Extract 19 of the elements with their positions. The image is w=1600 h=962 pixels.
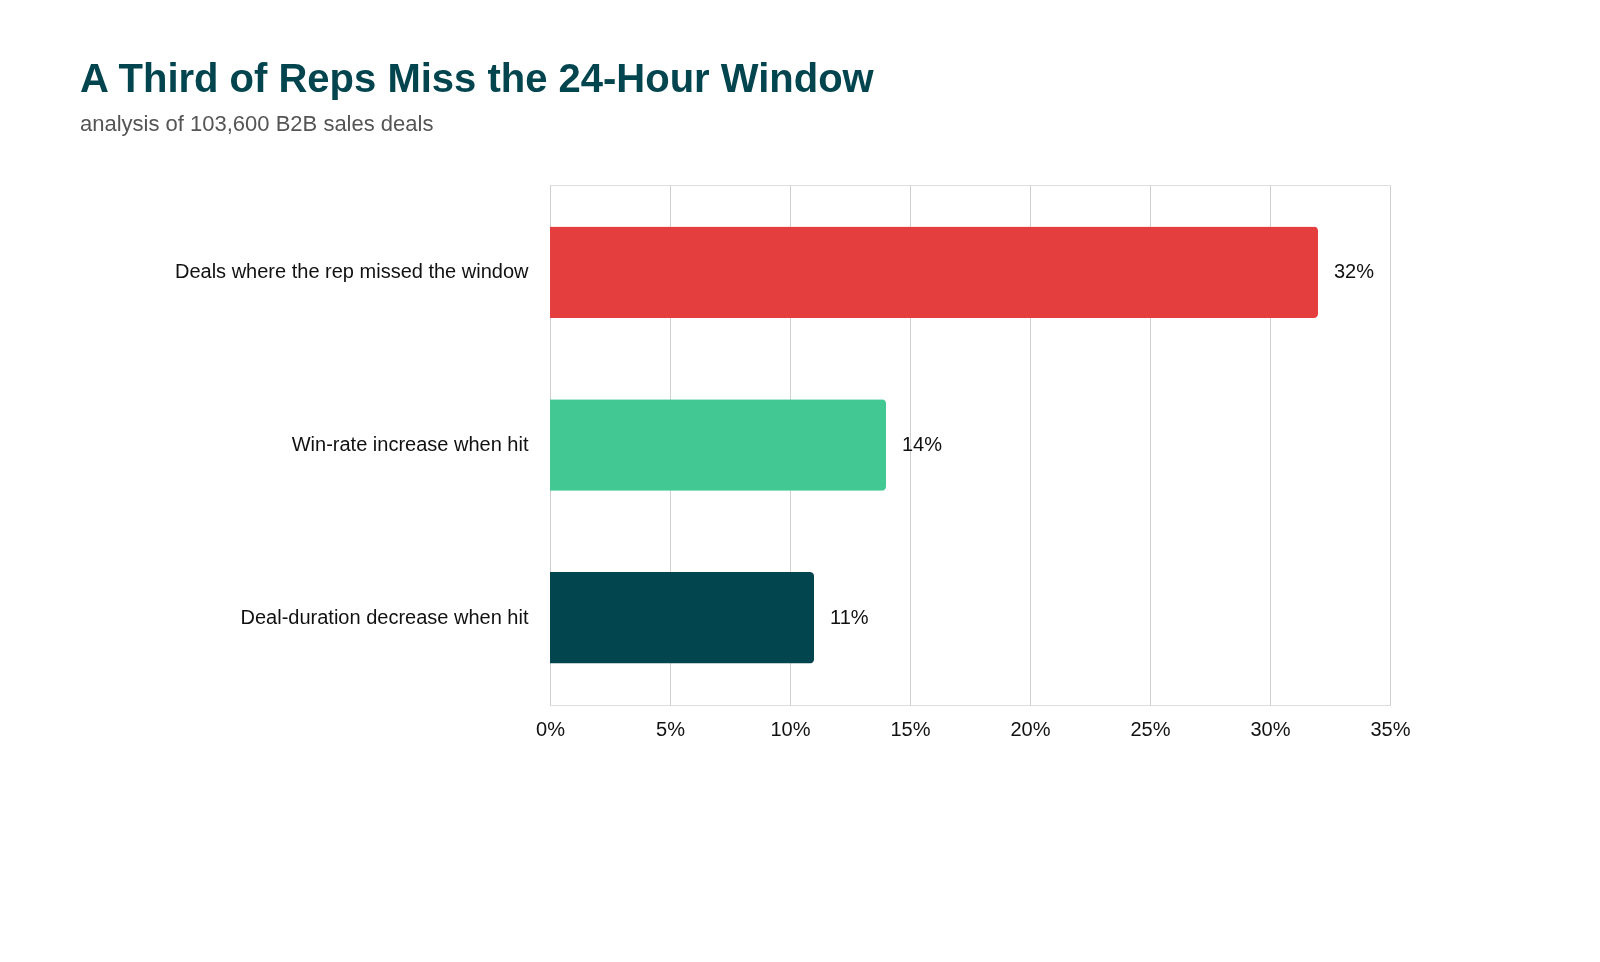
x-tick-label: 20% <box>1010 717 1051 740</box>
x-tick-label: 30% <box>1250 717 1291 740</box>
data-label: 11% <box>830 605 869 628</box>
x-tick-label: 5% <box>656 717 686 740</box>
x-tick-label: 35% <box>1370 717 1411 740</box>
x-tick-label: 15% <box>890 717 931 740</box>
x-tick-label: 0% <box>536 717 566 740</box>
y-tick-label: Win-rate increase when hit <box>291 433 529 455</box>
y-tick-label: Deal-duration decrease when hit <box>240 605 529 628</box>
chart-title: A Third of Reps Miss the 24-Hour Window <box>80 56 875 100</box>
bar <box>550 571 814 664</box>
data-label: 14% <box>902 433 943 455</box>
data-label: 32% <box>1334 260 1375 283</box>
x-tick-label: 10% <box>770 717 811 740</box>
bar <box>550 399 886 491</box>
y-tick-label: Deals where the rep missed the window <box>174 260 530 283</box>
text: analysis of 103,600 B2B sales deals <box>80 111 434 136</box>
bar <box>550 226 1318 319</box>
x-tick-label: 25% <box>1130 717 1171 740</box>
